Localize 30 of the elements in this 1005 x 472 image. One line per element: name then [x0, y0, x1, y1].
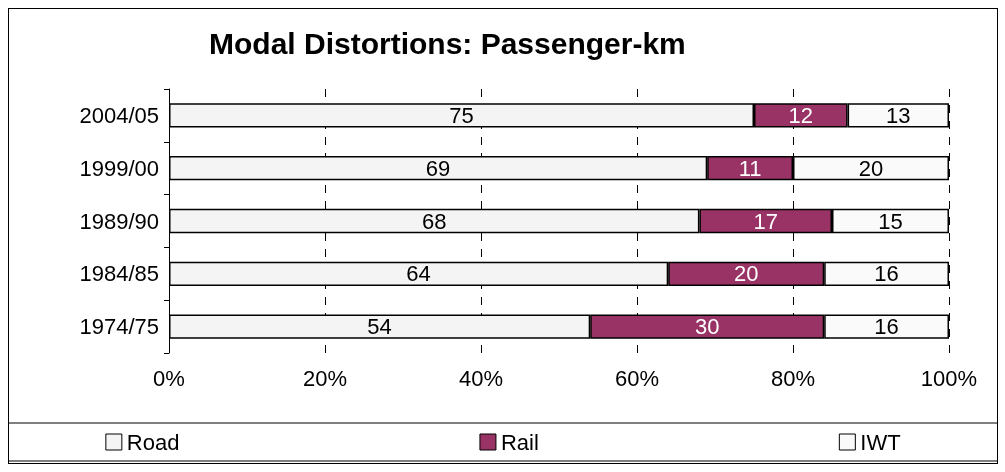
- x-tick-label: 60%: [614, 365, 660, 391]
- x-tick-label: 20%: [302, 365, 348, 391]
- data-label: 16: [874, 314, 899, 340]
- legend-label: Rail: [500, 429, 539, 455]
- x-tick-label: 100%: [920, 365, 978, 391]
- data-label: 64: [406, 261, 431, 287]
- data-label: 12: [788, 102, 814, 128]
- data-label: 54: [367, 314, 392, 340]
- y-tick-label: 1984/85: [79, 261, 159, 287]
- y-tick-label: 1974/75: [79, 314, 159, 340]
- data-label: 13: [886, 102, 911, 128]
- data-label: 69: [425, 155, 451, 181]
- data-label: 16: [874, 261, 899, 287]
- data-label: 30: [694, 314, 720, 340]
- chart-title: Modal Distortions: Passenger-km: [209, 26, 686, 60]
- x-tick-label: 0%: [153, 365, 185, 391]
- data-label: 15: [878, 208, 903, 234]
- data-label: 17: [753, 208, 778, 234]
- y-tick-label: 2004/05: [79, 102, 159, 128]
- data-label: 20: [858, 155, 884, 181]
- y-tick-label: 1989/90: [79, 208, 159, 234]
- x-tick-label: 80%: [770, 365, 816, 391]
- data-label: 75: [449, 102, 474, 128]
- legend-label: IWT: [860, 429, 901, 455]
- x-tick-label: 40%: [458, 365, 504, 391]
- data-label: 11: [738, 155, 762, 181]
- data-label: 20: [733, 261, 759, 287]
- data-label: 68: [421, 208, 447, 234]
- y-tick-label: 1999/00: [79, 155, 159, 181]
- legend-label: Road: [126, 429, 180, 455]
